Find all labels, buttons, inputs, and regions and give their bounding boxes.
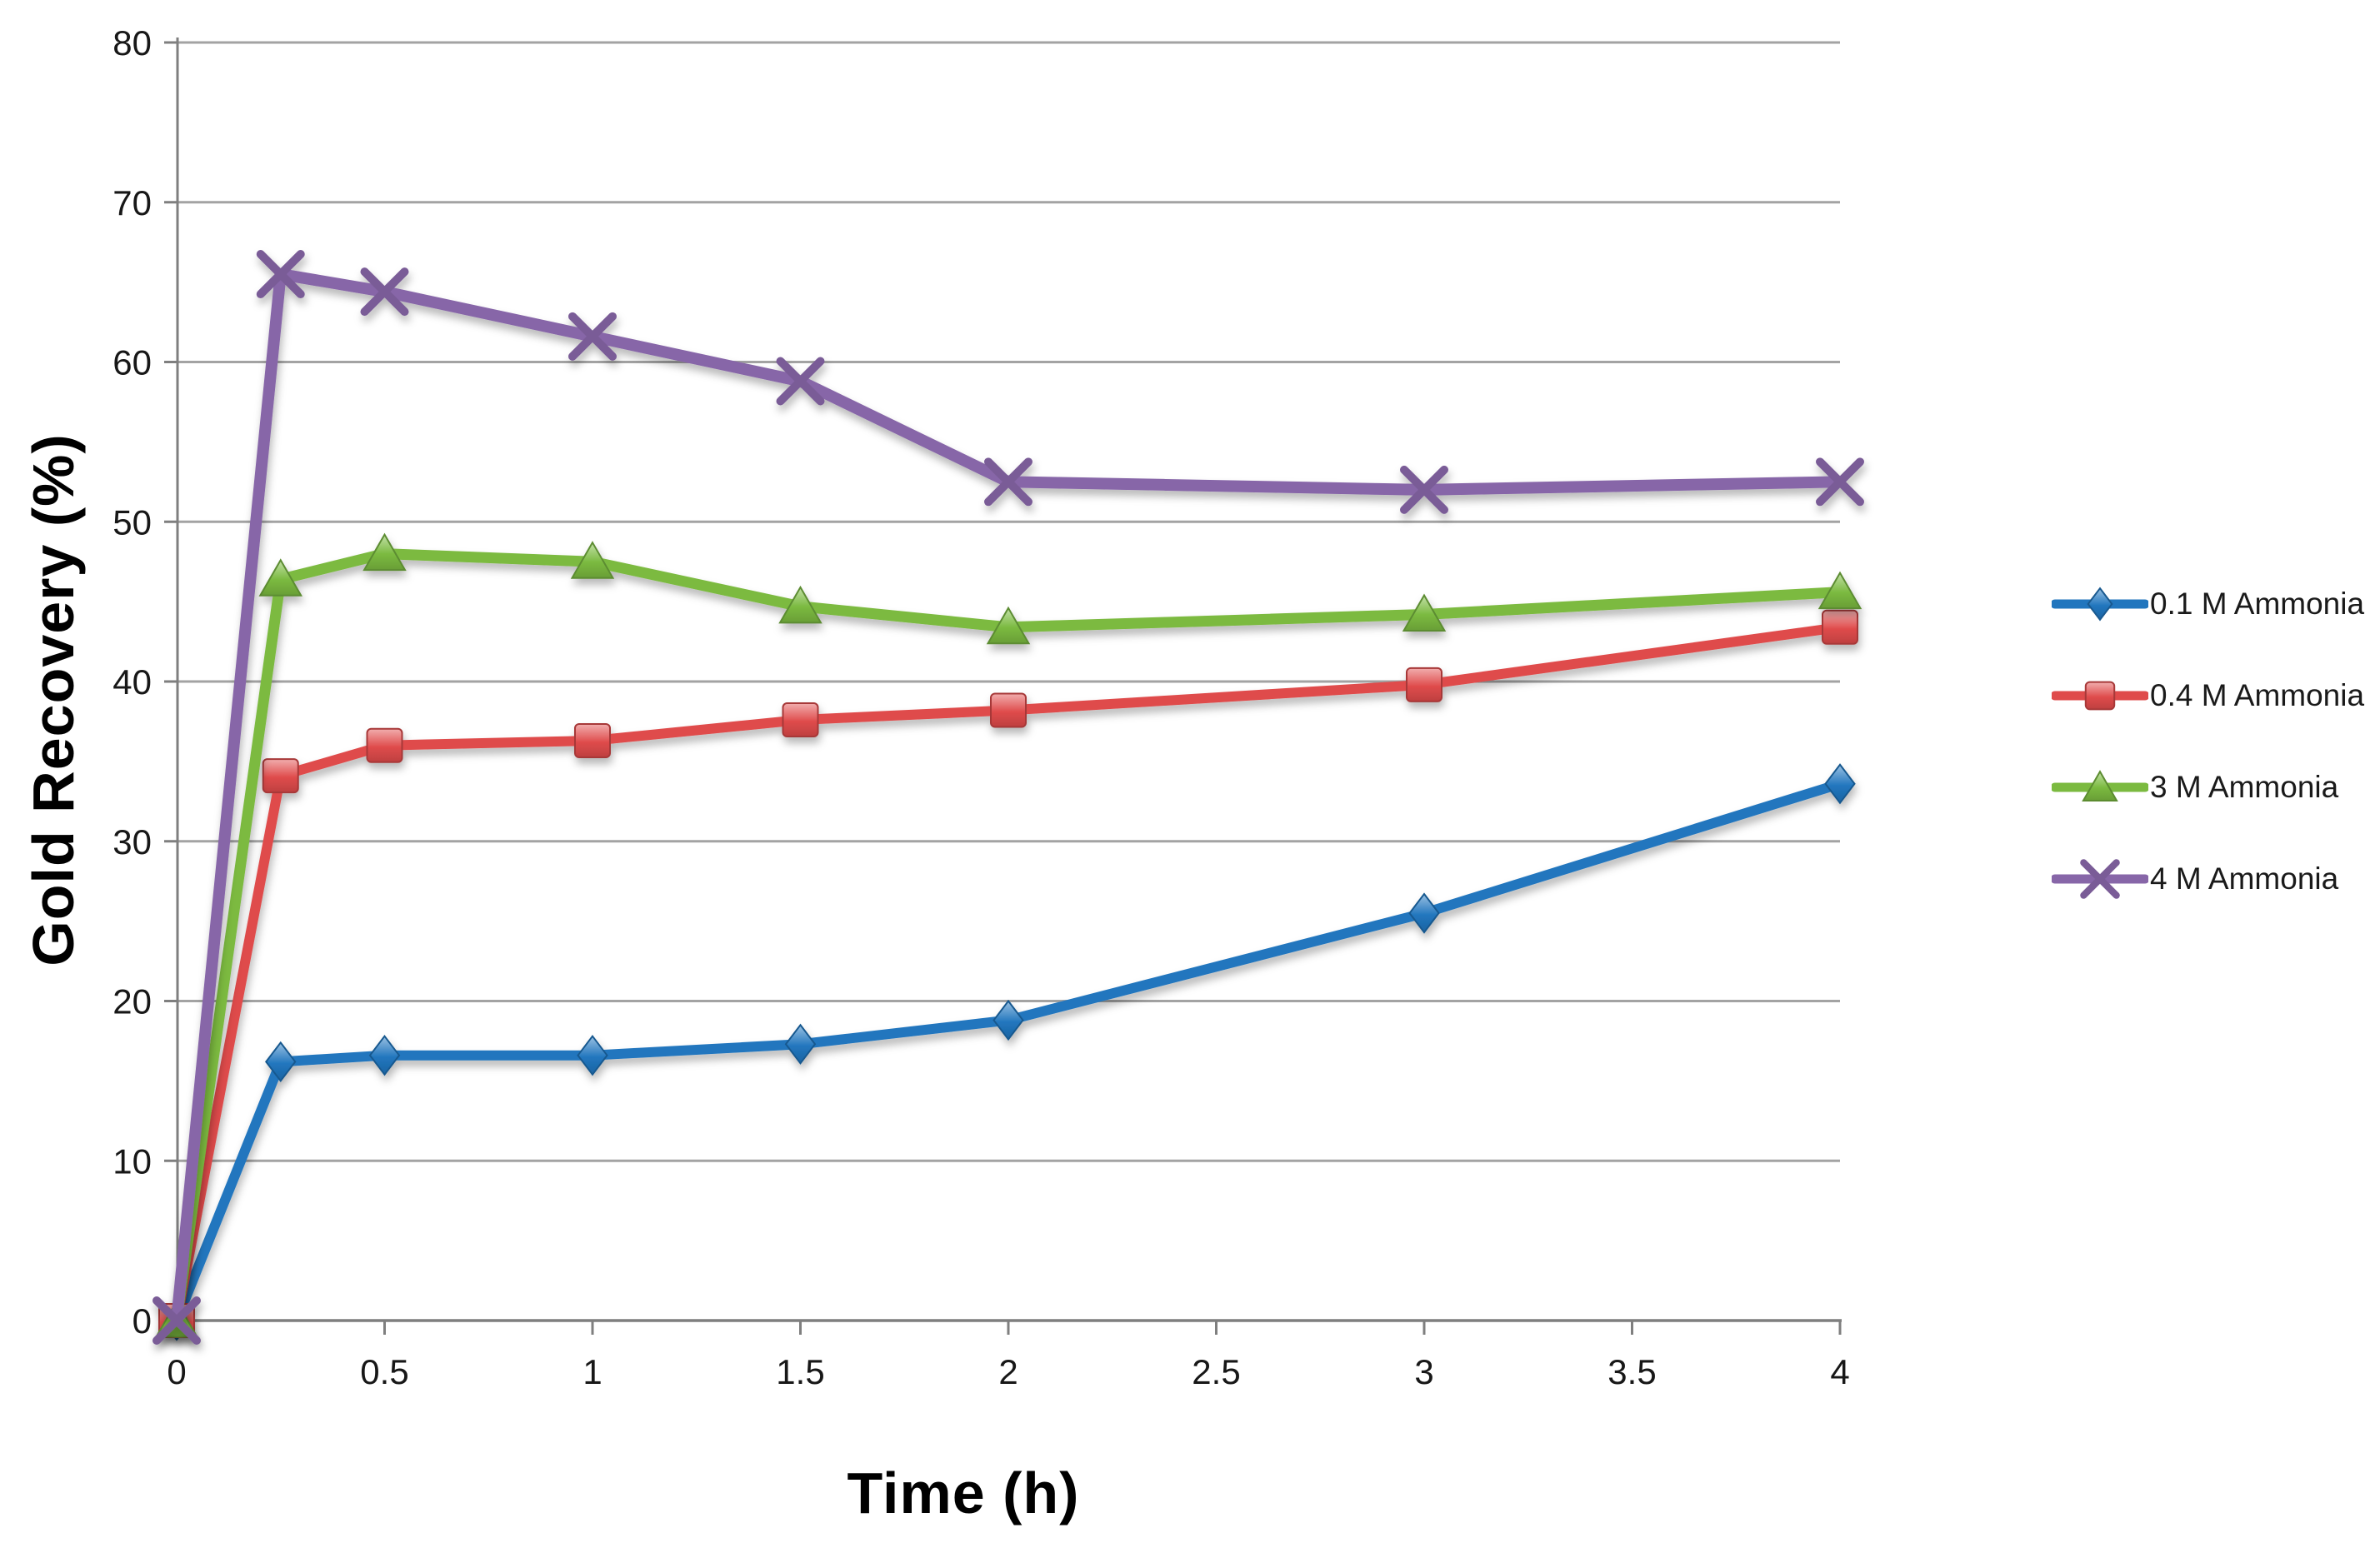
y-tick-label: 80 bbox=[112, 23, 152, 62]
triangle-marker bbox=[1402, 593, 1447, 632]
x-marker bbox=[984, 457, 1032, 507]
legend-swatch-square-icon bbox=[2052, 681, 2148, 711]
square-marker bbox=[990, 692, 1027, 728]
series-line-3-m-ammonia bbox=[171, 548, 1846, 1326]
diamond-marker bbox=[368, 1035, 401, 1076]
triangle-marker bbox=[1818, 571, 1862, 610]
legend-label: 0.1 M Ammonia bbox=[2150, 587, 2365, 621]
triangle-marker bbox=[570, 541, 615, 579]
series-4-m-ammonia bbox=[152, 250, 1864, 1345]
y-tick-label: 50 bbox=[112, 502, 152, 542]
legend-label: 0.4 M Ammonia bbox=[2150, 678, 2365, 712]
y-tick-label: 30 bbox=[112, 822, 152, 861]
y-tick-label: 70 bbox=[112, 183, 152, 222]
x-tick-label: 1.5 bbox=[776, 1352, 824, 1391]
diamond-marker bbox=[577, 1035, 608, 1076]
y-tick-label: 60 bbox=[112, 343, 152, 382]
x-marker bbox=[1816, 457, 1864, 507]
legend-item-0-1-m-ammonia: 0.1 M Ammonia bbox=[2052, 583, 2364, 625]
square-marker bbox=[2084, 681, 2116, 711]
triangle-marker bbox=[986, 606, 1031, 645]
x-marker bbox=[360, 267, 409, 317]
square-marker bbox=[366, 727, 403, 763]
y-axis-title: Gold Recovery (%) bbox=[21, 433, 86, 966]
legend-label: 4 M Ammonia bbox=[2150, 861, 2339, 896]
square-marker bbox=[574, 722, 611, 758]
x-tick-label: 1 bbox=[582, 1352, 602, 1391]
y-tick-label: 0 bbox=[132, 1301, 152, 1341]
x-axis-title: Time (h) bbox=[847, 1461, 1080, 1526]
series-0-1-m-ammonia bbox=[161, 763, 1856, 1341]
triangle-marker bbox=[362, 532, 407, 572]
x-marker bbox=[152, 1296, 201, 1345]
triangle-marker bbox=[778, 585, 822, 624]
x-tick-label: 0.5 bbox=[360, 1352, 408, 1391]
x-marker bbox=[776, 357, 825, 406]
series-line-4-m-ammonia bbox=[171, 268, 1846, 1326]
legend-swatch-x-icon bbox=[2052, 859, 2148, 899]
triangle-marker bbox=[258, 558, 302, 597]
x-tick-label: 2.5 bbox=[1192, 1352, 1240, 1391]
y-tick-label: 10 bbox=[112, 1141, 152, 1181]
diamond-marker bbox=[784, 1023, 817, 1065]
triangle-marker bbox=[2082, 770, 2118, 801]
legend-item-3-m-ammonia: 3 M Ammonia bbox=[2052, 767, 2364, 808]
y-tick-label: 20 bbox=[112, 982, 152, 1021]
x-marker bbox=[256, 250, 305, 299]
legend: 0.1 M Ammonia 0.4 M Ammonia 3 M Ammonia 4 M… bbox=[2052, 583, 2364, 950]
diamond-marker bbox=[992, 999, 1024, 1041]
x-marker bbox=[568, 312, 617, 361]
x-tick-label: 0 bbox=[167, 1352, 186, 1391]
diamond-marker bbox=[2087, 587, 2113, 622]
legend-item-4-m-ammonia: 4 M Ammonia bbox=[2052, 858, 2364, 900]
x-tick-label: 2 bbox=[998, 1352, 1018, 1391]
legend-swatch-triangle-icon bbox=[2052, 770, 2148, 801]
square-marker bbox=[782, 702, 819, 738]
x-tick-label: 3.5 bbox=[1608, 1352, 1656, 1391]
square-marker bbox=[1822, 609, 1858, 645]
series-3-m-ammonia bbox=[154, 532, 1862, 1338]
diamond-marker bbox=[1824, 763, 1856, 805]
x-tick-label: 4 bbox=[1830, 1352, 1849, 1391]
square-marker bbox=[1406, 667, 1442, 702]
series-0-4-m-ammonia bbox=[158, 609, 1858, 1338]
y-tick-label: 40 bbox=[112, 662, 152, 702]
series-line-0-1-m-ammonia bbox=[172, 778, 1845, 1326]
x-marker bbox=[2080, 859, 2120, 899]
series-line-0-4-m-ammonia bbox=[172, 622, 1845, 1326]
diamond-marker bbox=[264, 1041, 297, 1083]
square-marker bbox=[262, 758, 299, 794]
x-marker bbox=[1400, 465, 1448, 514]
legend-label: 3 M Ammonia bbox=[2150, 770, 2339, 804]
legend-item-0-4-m-ammonia: 0.4 M Ammonia bbox=[2052, 675, 2364, 717]
legend-swatch-diamond-icon bbox=[2052, 587, 2148, 622]
diamond-marker bbox=[1408, 892, 1440, 934]
x-tick-label: 3 bbox=[1414, 1352, 1433, 1391]
